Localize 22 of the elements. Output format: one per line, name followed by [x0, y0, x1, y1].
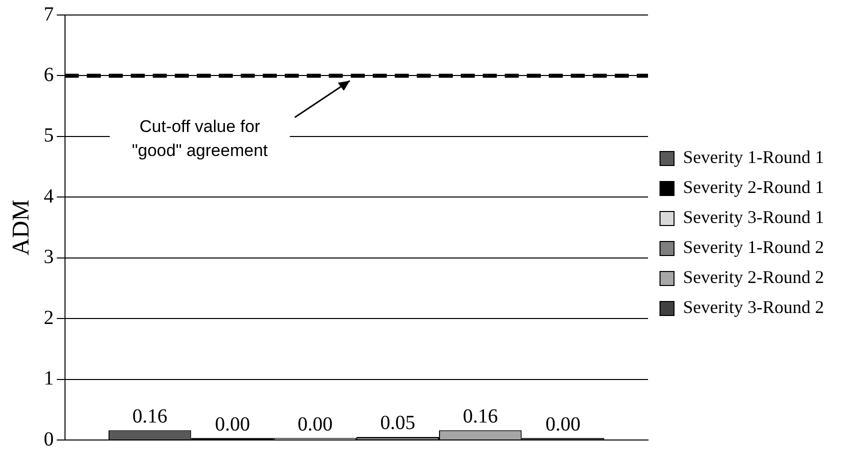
data-label: 0.00 [545, 413, 580, 436]
data-label: 0.00 [214, 413, 250, 436]
y-tick-label: 6 [44, 64, 54, 86]
y-tick-label: 4 [44, 185, 54, 208]
data-label: 0.05 [380, 412, 416, 434]
legend-label: Severity 2-Round 1 [683, 177, 824, 198]
y-tick-label: 5 [44, 124, 54, 147]
y-tick-label: 3 [44, 246, 54, 268]
legend-label: Severity 2-Round 2 [683, 267, 824, 288]
y-tick-label: 7 [44, 3, 54, 26]
legend-label: Severity 1-Round 1 [683, 147, 824, 168]
legend-label: Severity 3-Round 2 [683, 297, 824, 318]
y-axis-title: ADM [8, 199, 35, 256]
y-tick-label: 2 [44, 306, 54, 329]
legend-label: Severity 3-Round 1 [683, 207, 824, 228]
y-tick-label: 0 [44, 428, 54, 450]
annotation: Cut-off value for "good" agreement [132, 117, 268, 160]
legend-label: Severity 1-Round 2 [683, 237, 824, 258]
data-label: 0.16 [462, 406, 498, 428]
data-label: 0.00 [298, 413, 333, 436]
data-label: 0.16 [132, 406, 168, 428]
y-tick-label: 1 [44, 368, 54, 390]
